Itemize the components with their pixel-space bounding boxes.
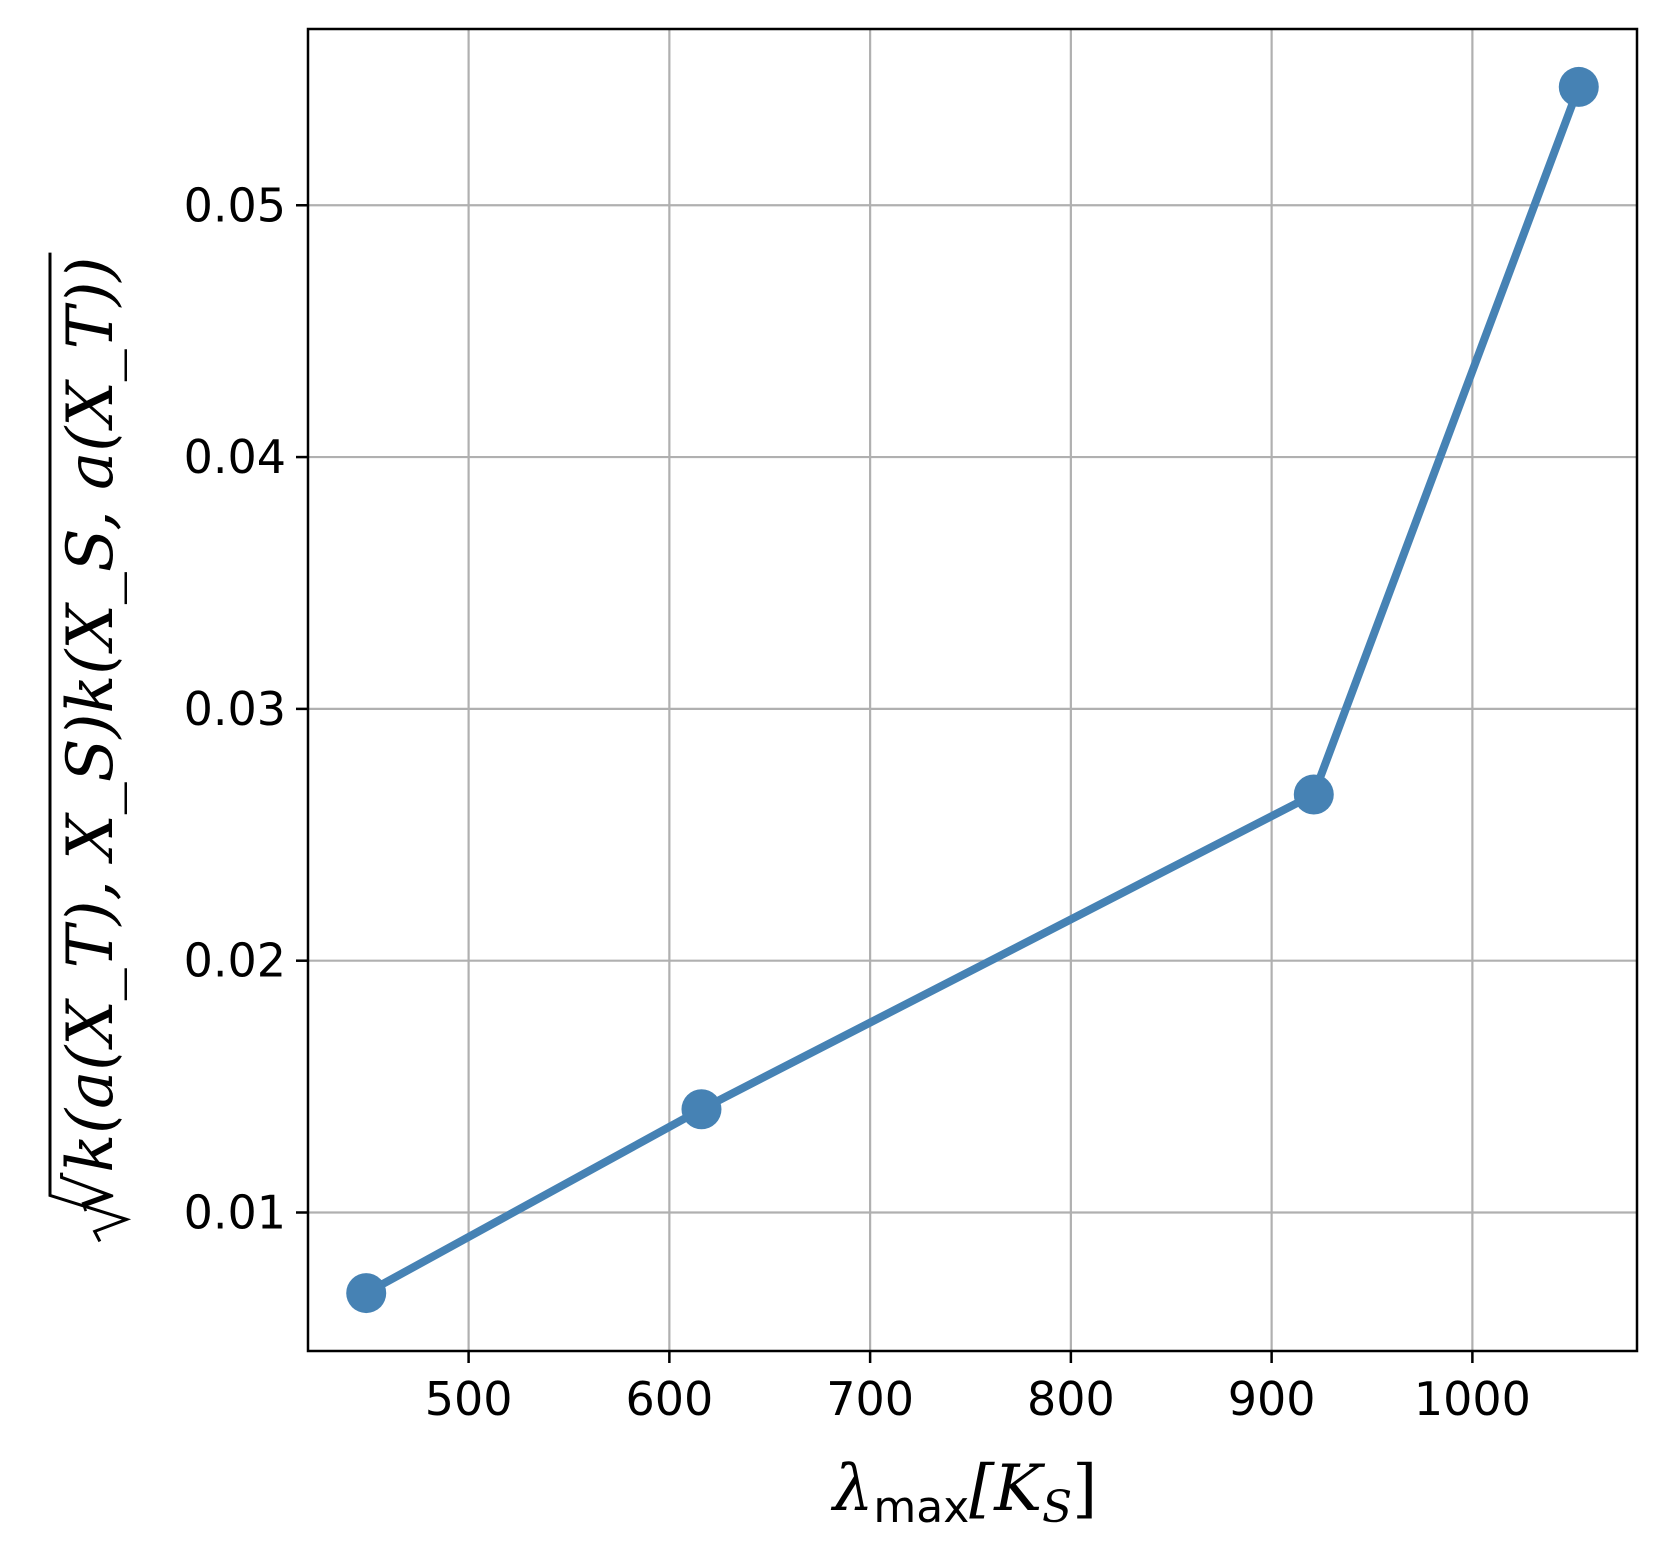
x-axis-label: λmax[KS] xyxy=(830,1452,1097,1533)
x-axis-label-bracket: [K xyxy=(969,1452,1045,1526)
series-line xyxy=(362,82,1583,1298)
data-point xyxy=(346,1273,387,1314)
x-axis-label-lambda: λ xyxy=(830,1452,874,1526)
data-point xyxy=(1293,774,1334,815)
data-point xyxy=(681,1089,722,1130)
y-tick-label: 0.02 xyxy=(184,934,286,988)
data-point xyxy=(1558,66,1599,107)
y-tick-label: 0.05 xyxy=(184,178,286,232)
y-tick-label: 0.01 xyxy=(184,1186,286,1240)
x-axis-label-ks-sub: S xyxy=(1042,1482,1072,1533)
series-group xyxy=(346,66,1599,1314)
x-axis-label-sub: max xyxy=(873,1482,969,1533)
x-tick-label: 500 xyxy=(425,1372,513,1426)
y-tick-label: 0.03 xyxy=(184,682,286,736)
tick-group: 500 600 700 800 900 1000 0.01 0.02 0.03 0.04 0.05 xyxy=(184,178,1531,1426)
x-tick-label: 700 xyxy=(826,1372,914,1426)
x-tick-label: 900 xyxy=(1228,1372,1316,1426)
y-axis-label-group: √k(a(X_T), X_S)k(X_S, a(X_T)) xyxy=(48,252,132,1243)
x-axis-label-close: ] xyxy=(1072,1452,1097,1526)
y-axis-label: √k(a(X_T), X_S)k(X_S, a(X_T)) xyxy=(54,257,128,1214)
x-tick-label: 600 xyxy=(625,1372,713,1426)
sqrt-radical xyxy=(48,252,132,1243)
y-tick-label: 0.04 xyxy=(184,430,286,484)
x-tick-label: 800 xyxy=(1027,1372,1115,1426)
plot-frame xyxy=(306,27,1639,1353)
grid-lines xyxy=(308,29,1637,1351)
x-tick-label: 1000 xyxy=(1414,1372,1531,1426)
